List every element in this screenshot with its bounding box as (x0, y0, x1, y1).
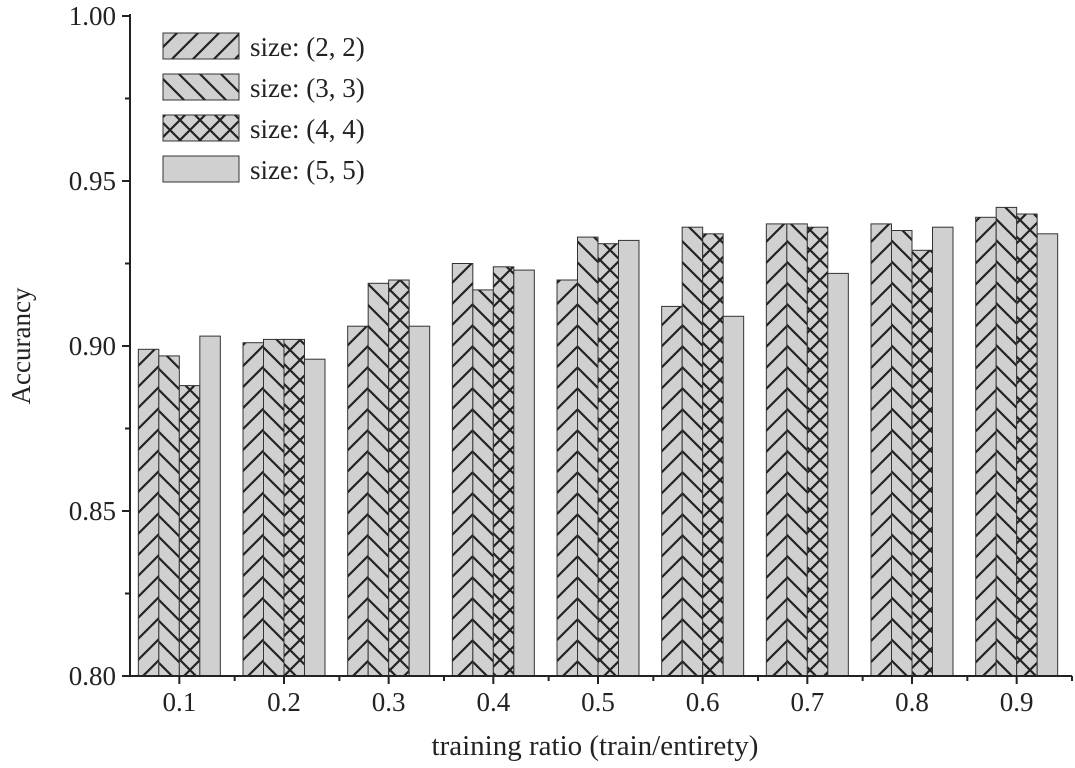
legend-swatch (162, 73, 240, 101)
bar-0.1-series-4 (199, 335, 221, 677)
x-axis-label: training ratio (train/entirety) (432, 730, 759, 762)
x-tick-label: 0.6 (686, 687, 720, 717)
bar-0.5-series-3 (597, 243, 619, 677)
legend-label: size: (4, 4) (250, 114, 365, 144)
legend: size: (2, 2) size: (3, 3) size: (4, 4) size… (162, 32, 365, 185)
y-tick-label: 0.90 (69, 331, 116, 361)
y-tick-label: 0.80 (69, 661, 116, 691)
bar-0.8-series-2 (891, 230, 913, 677)
x-tick-label: 0.8 (895, 687, 929, 717)
bar-0.6-series-2 (681, 226, 704, 677)
bar-0.9-series-2 (995, 206, 1018, 677)
x-tick-label: 0.1 (162, 687, 196, 717)
x-tick-label: 0.3 (372, 687, 406, 717)
bar-0.4-series-3 (492, 266, 515, 677)
bar-0.7-series-3 (806, 226, 829, 677)
y-tick-label: 1.00 (69, 1, 116, 31)
bar-0.5-series-2 (577, 236, 599, 677)
bar-0.4-series-4 (513, 269, 535, 677)
bar-0.3-series-1 (347, 325, 369, 677)
legend-swatch (162, 114, 240, 142)
legend-label: size: (5, 5) (250, 155, 365, 185)
bar-0.1-series-1 (137, 348, 160, 677)
legend-swatch (162, 32, 240, 60)
bar-0.8-series-1 (870, 223, 892, 677)
bars-layer (137, 206, 1059, 677)
y-axis-label: Accurancy (6, 287, 36, 404)
bar-0.8-series-4 (932, 226, 954, 677)
bar-0.6-series-1 (661, 305, 683, 677)
bar-0.3-series-3 (388, 279, 410, 677)
bar-0.1-series-3 (178, 385, 201, 677)
bar-0.2-series-4 (304, 358, 326, 677)
bar-0.9-series-4 (1036, 233, 1059, 677)
bar-0.8-series-3 (911, 249, 933, 677)
bar-0.4-series-1 (451, 263, 474, 677)
legend-label: size: (3, 3) (250, 73, 365, 103)
bar-0.1-series-2 (158, 355, 180, 677)
bar-0.2-series-3 (283, 338, 305, 677)
bar-0.5-series-4 (618, 239, 640, 677)
bar-0.3-series-4 (408, 325, 431, 677)
bar-0.4-series-2 (472, 289, 494, 677)
bar-0.3-series-2 (367, 282, 390, 677)
bar-0.6-series-3 (702, 233, 724, 677)
legend-label: size: (2, 2) (250, 32, 365, 62)
bar-0.9-series-1 (975, 216, 997, 677)
y-tick-label: 0.85 (69, 496, 116, 526)
x-tick-label: 0.2 (267, 687, 301, 717)
bar-0.7-series-2 (786, 223, 808, 677)
bar-0.9-series-3 (1016, 213, 1038, 677)
x-tick-label: 0.7 (790, 687, 824, 717)
bar-0.7-series-4 (827, 272, 849, 677)
bar-0.2-series-2 (263, 338, 285, 677)
bar-0.5-series-1 (556, 279, 578, 677)
x-tick-label: 0.9 (1000, 687, 1034, 717)
bar-0.2-series-1 (242, 342, 264, 677)
x-tick-label: 0.4 (476, 687, 510, 717)
bar-0.6-series-4 (722, 315, 745, 677)
bar-0.7-series-1 (765, 223, 788, 677)
legend-swatch (162, 155, 240, 183)
y-tick-label: 0.95 (69, 166, 116, 196)
x-tick-label: 0.5 (581, 687, 615, 717)
